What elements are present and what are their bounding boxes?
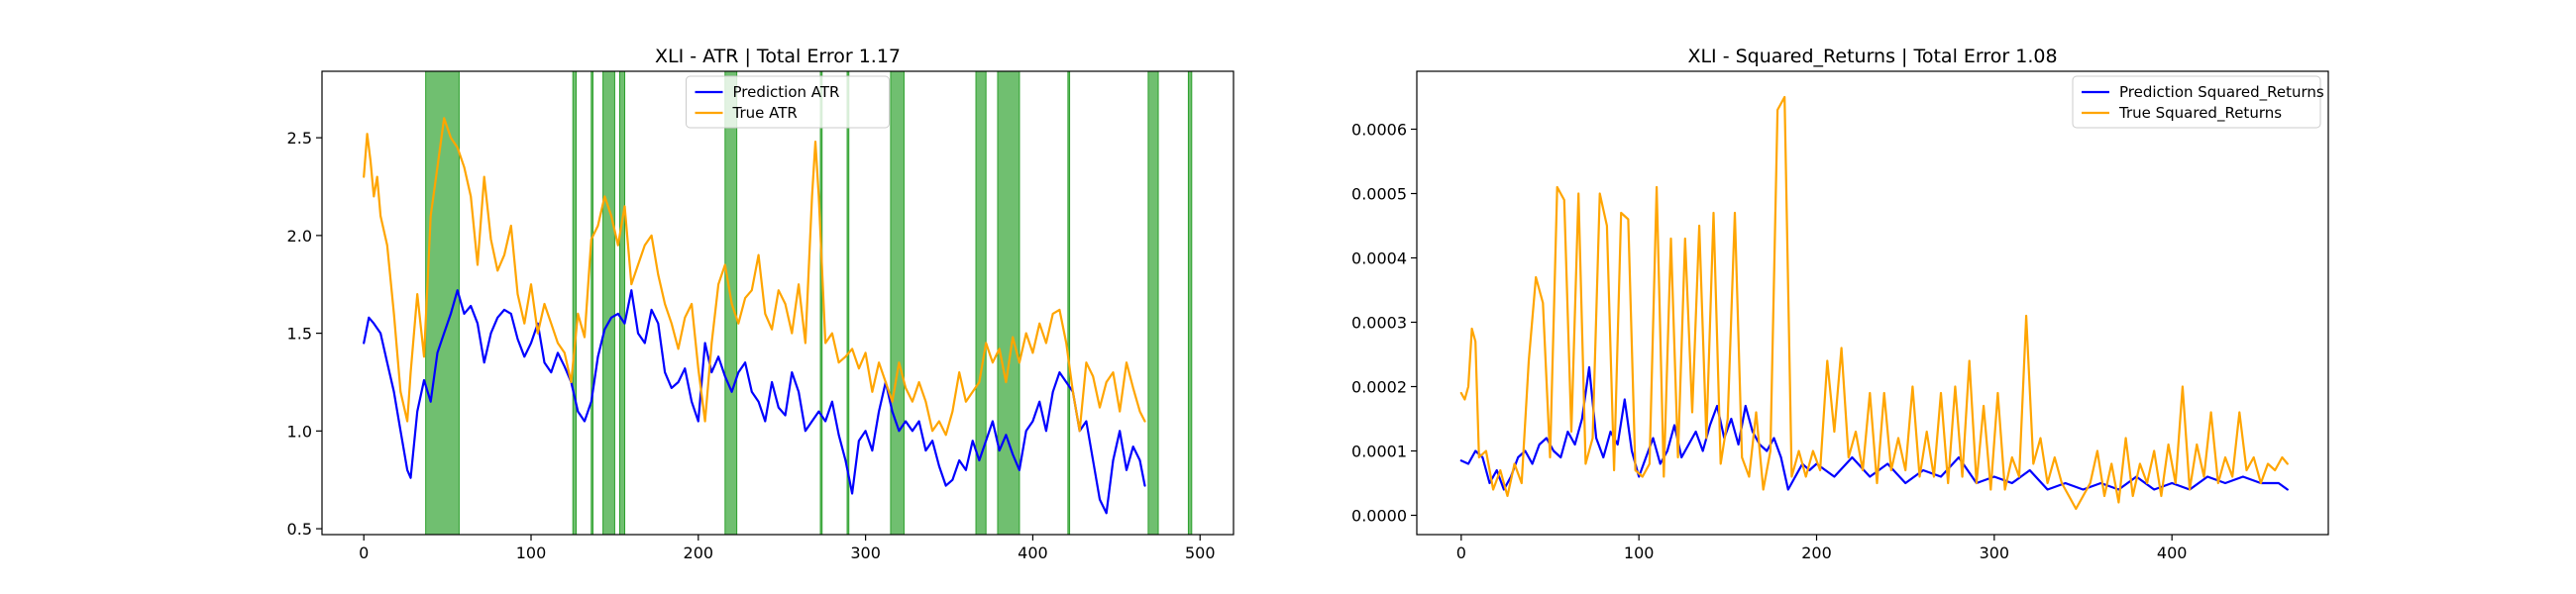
chart-title: XLI - ATR | Total Error 1.17 xyxy=(655,46,901,67)
x-tick-label: 400 xyxy=(2157,544,2188,562)
y-tick-label: 1.5 xyxy=(287,325,312,344)
highlight-band xyxy=(1147,71,1159,535)
legend-label: True ATR xyxy=(732,104,798,122)
highlight-band xyxy=(975,71,987,535)
series-line-true xyxy=(363,117,1146,437)
x-tick-label: 0 xyxy=(1456,544,1466,562)
chart-title: XLI - Squared_Returns | Total Error 1.08 xyxy=(1687,46,2057,67)
y-tick-label: 0.0002 xyxy=(1351,378,1407,397)
series-line-prediction xyxy=(1459,365,2289,491)
highlight-band xyxy=(997,71,1020,535)
x-tick-label: 300 xyxy=(850,544,881,562)
highlight-band xyxy=(602,71,615,535)
y-tick-label: 0.0006 xyxy=(1351,121,1407,140)
y-tick-label: 0.0004 xyxy=(1351,249,1407,268)
plot-area xyxy=(1459,95,2289,511)
axes-frame xyxy=(1416,70,2329,536)
y-tick-label: 0.0003 xyxy=(1351,314,1407,333)
y-tick-label: 1.0 xyxy=(287,422,312,441)
series-line-true xyxy=(1459,95,2289,511)
highlight-band xyxy=(618,71,626,535)
legend-box xyxy=(686,75,890,129)
y-tick-label: 0.0000 xyxy=(1351,507,1407,526)
x-tick-label: 100 xyxy=(1624,544,1655,562)
x-tick-label: 100 xyxy=(516,544,547,562)
highlight-band xyxy=(846,71,850,535)
legend-box xyxy=(2072,75,2321,129)
x-tick-label: 200 xyxy=(1801,544,1832,562)
series-line-prediction xyxy=(363,289,1146,515)
highlight-band xyxy=(1187,71,1193,535)
plot-area xyxy=(363,71,1193,535)
highlight-band xyxy=(1067,71,1071,535)
legend-label: Prediction ATR xyxy=(733,83,840,101)
chart-panel-2: 0 100 200 300 400 0.0000 0.0001 0.0002 0.0003 0.0… xyxy=(1351,46,2329,562)
chart-panel-1: 0 100 200 300 400 500 0.5 1.0 1.5 2.0 2.5 XLI - ATR… xyxy=(287,46,1234,562)
highlight-band xyxy=(890,71,905,535)
y-tick-label: 2.5 xyxy=(287,129,312,148)
legend-label: Prediction Squared_Returns xyxy=(2119,83,2324,102)
y-tick-label: 2.0 xyxy=(287,227,312,246)
legend: Prediction ATR True ATR xyxy=(686,75,890,129)
y-tick-label: 0.0001 xyxy=(1351,443,1407,461)
axes-frame xyxy=(321,70,1234,536)
x-tick-label: 0 xyxy=(359,544,369,562)
x-tick-label: 300 xyxy=(1980,544,2010,562)
x-tick-label: 500 xyxy=(1185,544,1216,562)
legend: Prediction Squared_Returns True Squared_R… xyxy=(2072,75,2324,129)
legend-label: True Squared_Returns xyxy=(2118,104,2282,123)
x-tick-label: 200 xyxy=(684,544,714,562)
highlight-band xyxy=(572,71,578,535)
highlight-band xyxy=(590,71,593,535)
y-tick-label: 0.0005 xyxy=(1351,185,1407,204)
x-tick-label: 400 xyxy=(1018,544,1048,562)
highlight-band xyxy=(819,71,823,535)
y-tick-label: 0.5 xyxy=(287,520,312,539)
